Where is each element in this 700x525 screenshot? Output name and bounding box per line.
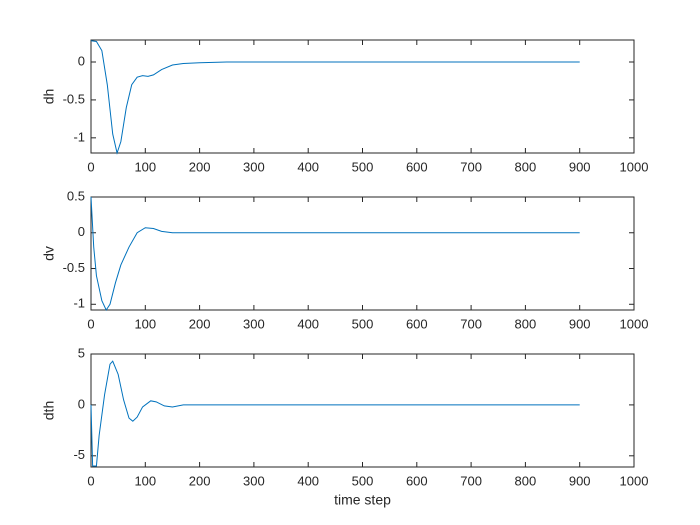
- data-line: [90, 40, 580, 155]
- x-tick-label: 100: [134, 159, 156, 174]
- x-tick-label: 0: [87, 473, 94, 488]
- x-tick-label: 1000: [620, 316, 649, 331]
- data-line: [90, 196, 580, 312]
- y-tick-label: -5: [73, 447, 85, 462]
- x-tick-label: 400: [297, 316, 319, 331]
- y-axis-label: dth: [41, 401, 57, 420]
- x-tick-label: 200: [189, 159, 211, 174]
- x-tick-label: 900: [569, 159, 591, 174]
- x-tick-label: 300: [243, 159, 265, 174]
- x-tick-label: 0: [87, 159, 94, 174]
- x-tick-label: 200: [189, 473, 211, 488]
- x-tick-label: 600: [406, 473, 428, 488]
- x-axis-label: time step: [334, 492, 391, 508]
- x-tick-label: 700: [460, 473, 482, 488]
- x-tick-label: 600: [406, 316, 428, 331]
- x-tick-label: 100: [134, 473, 156, 488]
- y-tick-label: -0.5: [63, 91, 85, 106]
- y-tick-label: 0: [78, 53, 85, 68]
- x-tick-label: 700: [460, 316, 482, 331]
- y-axis-label: dv: [41, 246, 57, 261]
- y-tick-label: 0.5: [67, 188, 85, 203]
- x-tick-label: 300: [243, 473, 265, 488]
- x-tick-label: 700: [460, 159, 482, 174]
- x-tick-label: 200: [189, 316, 211, 331]
- x-tick-label: 1000: [620, 473, 649, 488]
- y-tick-label: 0: [78, 396, 85, 411]
- x-tick-label: 900: [569, 316, 591, 331]
- x-tick-label: 500: [352, 473, 374, 488]
- data-line: [90, 360, 580, 467]
- x-tick-label: 300: [243, 316, 265, 331]
- y-tick-label: -0.5: [63, 260, 85, 275]
- x-tick-label: 400: [297, 159, 319, 174]
- y-tick-label: 5: [78, 345, 85, 360]
- x-tick-label: 600: [406, 159, 428, 174]
- y-tick-label: 0: [78, 224, 85, 239]
- axes-box: [90, 196, 635, 311]
- x-tick-label: 400: [297, 473, 319, 488]
- x-tick-label: 1000: [620, 159, 649, 174]
- x-tick-label: 800: [515, 316, 537, 331]
- y-tick-label: -1: [73, 129, 85, 144]
- x-tick-label: 800: [515, 473, 537, 488]
- x-tick-label: 100: [134, 316, 156, 331]
- x-tick-label: 800: [515, 159, 537, 174]
- axes-box: [90, 353, 635, 468]
- y-axis-label: dh: [41, 89, 57, 105]
- x-tick-label: 0: [87, 316, 94, 331]
- x-tick-label: 500: [352, 159, 374, 174]
- axes-box: [90, 39, 635, 154]
- x-tick-label: 500: [352, 316, 374, 331]
- y-tick-label: -1: [73, 296, 85, 311]
- x-tick-label: 900: [569, 473, 591, 488]
